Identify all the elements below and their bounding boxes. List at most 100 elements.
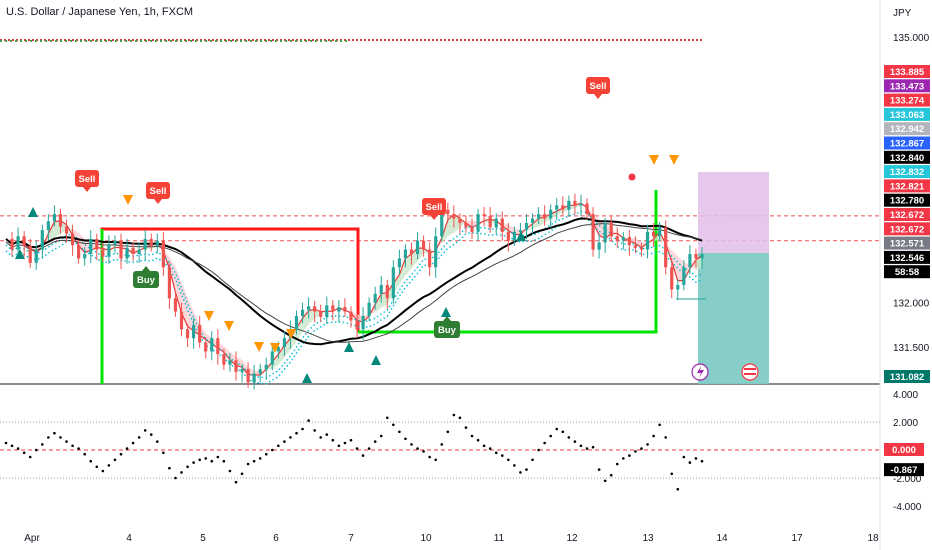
osc-dot bbox=[379, 434, 383, 438]
us-flag-icon bbox=[741, 363, 759, 381]
candle-body bbox=[397, 258, 401, 268]
candle-body bbox=[294, 316, 299, 330]
up-triangle-2 bbox=[516, 231, 526, 241]
price-label-8: 132.821 bbox=[890, 181, 925, 192]
candle-body bbox=[307, 306, 311, 310]
osc-dot bbox=[513, 464, 516, 467]
osc-dot bbox=[16, 447, 20, 450]
candle-body bbox=[615, 236, 619, 241]
buy-signal-1 bbox=[434, 321, 460, 338]
osc-dot bbox=[482, 444, 486, 448]
osc-dot bbox=[95, 465, 99, 469]
buy-signal-label: Buy bbox=[438, 325, 457, 336]
candle-body bbox=[204, 342, 208, 352]
candle-body bbox=[549, 209, 553, 219]
osc-dot bbox=[567, 436, 571, 439]
osc-dot bbox=[174, 476, 177, 480]
time-tick-1: 4 bbox=[126, 533, 132, 544]
osc-dot bbox=[277, 444, 280, 448]
osc-dot bbox=[494, 451, 498, 455]
candle-body bbox=[325, 305, 329, 317]
ribbon-segment bbox=[175, 267, 182, 314]
price-label-box-8 bbox=[884, 179, 930, 193]
osc-dot bbox=[22, 451, 26, 455]
candle-body bbox=[494, 218, 498, 228]
candle-body bbox=[458, 218, 462, 223]
osc-dot bbox=[440, 443, 444, 446]
osc-dot bbox=[488, 447, 492, 450]
osc-dot bbox=[634, 450, 637, 453]
osc-dot bbox=[422, 450, 425, 453]
candle-body bbox=[46, 221, 50, 231]
down-triangle-7 bbox=[669, 155, 679, 165]
ribbon-segment bbox=[635, 238, 642, 248]
candle-body bbox=[591, 214, 595, 250]
osc-dot bbox=[319, 436, 323, 439]
price-label-box-7 bbox=[884, 165, 930, 179]
candle-body bbox=[198, 324, 202, 343]
candle-body bbox=[95, 238, 99, 250]
candle-body bbox=[373, 293, 377, 303]
osc-dot bbox=[77, 447, 80, 450]
price-label-box-2 bbox=[884, 93, 930, 107]
osc-dot bbox=[537, 448, 540, 452]
osc-dot bbox=[464, 426, 468, 429]
price-label-box-5 bbox=[884, 136, 930, 150]
osc-tick: 2.000 bbox=[893, 418, 918, 429]
osc-dot bbox=[579, 444, 583, 448]
price-label-14: 58:58 bbox=[895, 267, 919, 278]
candle-body bbox=[645, 231, 650, 250]
osc-dot bbox=[470, 434, 474, 438]
down-triangle-2 bbox=[224, 321, 234, 331]
candle-body bbox=[216, 338, 220, 355]
osc-dot bbox=[361, 454, 365, 457]
candle-body bbox=[113, 240, 117, 245]
candle-body bbox=[639, 247, 644, 250]
candle-body bbox=[161, 240, 165, 268]
candle-body bbox=[536, 214, 541, 219]
osc-zero-box bbox=[884, 443, 924, 456]
currency-label: JPY bbox=[893, 8, 912, 19]
signal-dot bbox=[628, 173, 636, 181]
price-tick: 131.500 bbox=[893, 343, 930, 354]
candle-body bbox=[633, 245, 638, 248]
candle-body bbox=[482, 214, 486, 216]
osc-dot bbox=[676, 487, 680, 491]
time-tick-3: 6 bbox=[273, 533, 279, 544]
sell-signal-2 bbox=[422, 198, 446, 215]
ribbon-segment bbox=[405, 254, 412, 276]
price-axis[interactable]: JPY 135.000 132.000 131.500 133.885 133.473 13… bbox=[884, 8, 930, 383]
osc-dot bbox=[652, 434, 655, 438]
candle-body bbox=[240, 369, 244, 372]
osc-dot bbox=[65, 440, 68, 443]
candle-body bbox=[385, 285, 389, 299]
candle-body bbox=[331, 305, 335, 312]
candle-body bbox=[470, 227, 474, 232]
down-triangle-4 bbox=[270, 343, 280, 353]
candle-body bbox=[524, 223, 529, 231]
price-label-box-9 bbox=[884, 193, 930, 207]
osc-dot bbox=[585, 447, 589, 450]
price-label-box-3 bbox=[884, 107, 930, 121]
osc-dot bbox=[404, 437, 407, 441]
up-triangle-1 bbox=[15, 249, 25, 259]
osc-dot bbox=[156, 440, 159, 443]
osc-dot bbox=[192, 461, 195, 464]
candle-body bbox=[270, 351, 274, 365]
osc-dot bbox=[373, 440, 377, 443]
osc-tick: -2.000 bbox=[893, 474, 922, 485]
osc-dot bbox=[609, 473, 613, 477]
osc-dot bbox=[476, 438, 480, 442]
candle-body bbox=[58, 214, 63, 227]
osc-dot bbox=[258, 457, 262, 460]
osc-dot bbox=[131, 441, 135, 445]
ribbon-segment bbox=[532, 218, 539, 230]
osc-dot bbox=[646, 443, 649, 446]
osc-dot bbox=[41, 443, 44, 446]
price-label-4: 132.942 bbox=[890, 124, 924, 135]
candle-body bbox=[167, 267, 172, 299]
candle-body bbox=[125, 247, 129, 259]
candle-body bbox=[464, 223, 468, 228]
time-axis[interactable]: Apr 4 5 6 7 10 11 12 13 14 17 18 bbox=[24, 533, 879, 544]
